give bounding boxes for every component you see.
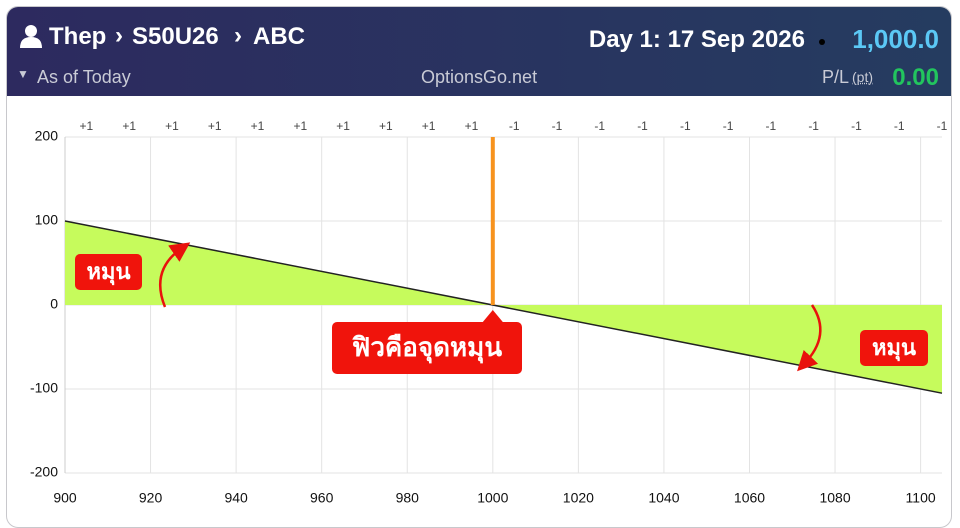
callout-pointer — [482, 310, 503, 322]
position-label: -1 — [894, 119, 905, 133]
x-tick-label: 1080 — [819, 490, 850, 506]
as-of[interactable]: As of Today — [37, 67, 131, 87]
annotation: ฟิวคือจุดหมุน — [352, 332, 502, 364]
position-label: -1 — [723, 119, 734, 133]
arrow — [797, 304, 822, 372]
position-label: +1 — [165, 119, 179, 133]
crumb[interactable]: ABC — [253, 23, 305, 50]
day: Day 1: 17 Sep 2026 — [588, 26, 805, 53]
crumb-sep: › — [234, 22, 242, 49]
x-tick-label: 1020 — [563, 490, 594, 506]
annotation-box — [332, 322, 522, 374]
x-tick-label: 1100 — [906, 490, 936, 506]
page: Thep › S50U26 › ABC Day 1: 17 Sep 2026 1… — [6, 6, 952, 528]
x-tick-label: 920 — [139, 490, 163, 506]
x-tick-label: 1060 — [734, 490, 765, 506]
annotation: หมุน — [872, 335, 916, 362]
crumb[interactable]: Thep — [49, 23, 107, 50]
crumb-sep: › — [115, 22, 123, 49]
crumb[interactable]: S50U26 — [132, 23, 219, 50]
pl-unit: (pt) — [852, 69, 873, 85]
position-label: +1 — [122, 119, 136, 133]
annotation: หมุน — [86, 259, 130, 286]
frame: Thep › S50U26 › ABC Day 1: 17 Sep 2026 1… — [6, 6, 952, 528]
price: 1,000.0 — [852, 24, 939, 54]
position-label: +1 — [422, 119, 436, 133]
y-tick-label: 0 — [50, 296, 58, 312]
y-tick-label: 100 — [35, 212, 59, 228]
position-label: -1 — [937, 119, 948, 133]
position-label: -1 — [594, 119, 605, 133]
position-label: -1 — [552, 119, 563, 133]
pl-label: P/L — [822, 67, 850, 87]
user-icon — [20, 25, 42, 48]
caret: ▼ — [17, 67, 29, 81]
pl-value: 0.00 — [892, 64, 939, 91]
x-tick-label: 1000 — [477, 490, 508, 506]
y-tick-label: -100 — [30, 380, 58, 396]
position-label: +1 — [379, 119, 393, 133]
x-tick-label: 1040 — [648, 490, 679, 506]
x-tick-label: 980 — [396, 490, 420, 506]
position-label: +1 — [80, 119, 94, 133]
y-tick-label: -200 — [30, 464, 58, 480]
position-label: +1 — [293, 119, 307, 133]
annotation-box — [75, 254, 142, 290]
header: Thep › S50U26 › ABC Day 1: 17 Sep 2026 1… — [7, 7, 951, 96]
position-label: +1 — [336, 119, 350, 133]
position-label: +1 — [208, 119, 222, 133]
dot — [819, 39, 825, 45]
position-label: -1 — [509, 119, 520, 133]
y-tick-label: 200 — [35, 128, 59, 144]
arrow — [158, 242, 191, 308]
position-label: +1 — [465, 119, 479, 133]
x-tick-label: 960 — [310, 490, 334, 506]
line — [64, 220, 943, 394]
x-tick-label: 940 — [224, 490, 248, 506]
annotation-box — [860, 330, 928, 366]
site: OptionsGo.net — [421, 67, 538, 87]
position-label: -1 — [680, 119, 691, 133]
position-label: +1 — [251, 119, 265, 133]
chart: -200 -100 0 100 200 900 920 940 960 980 1000 1020 10… — [30, 119, 948, 506]
position-label: -1 — [766, 119, 777, 133]
x-tick-label: 900 — [53, 490, 77, 506]
position-label: -1 — [637, 119, 648, 133]
position-label: -1 — [808, 119, 819, 133]
position-label: -1 — [851, 119, 862, 133]
